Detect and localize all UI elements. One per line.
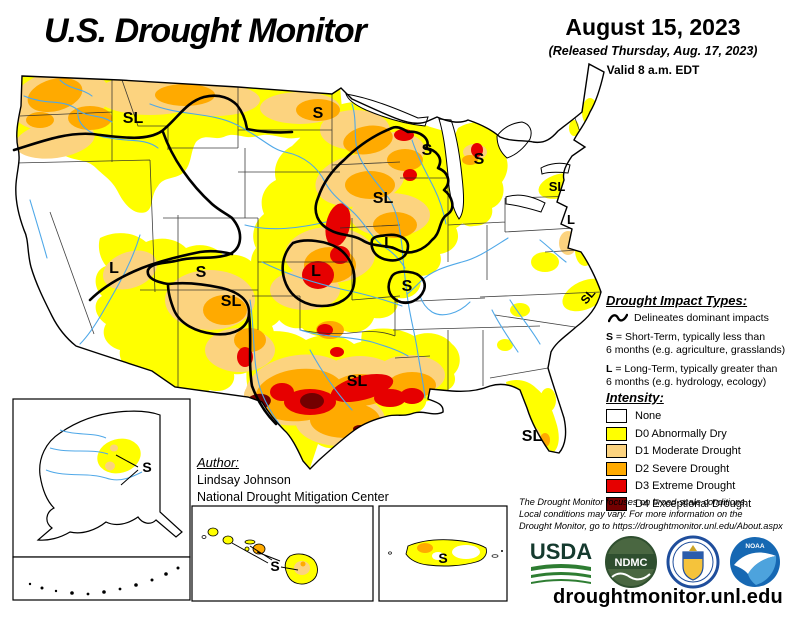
map-label-michigan: S — [474, 151, 485, 168]
author-name: Lindsay Johnson — [197, 473, 291, 487]
swatch-d3 — [606, 479, 627, 493]
map-date: August 15, 2023 — [565, 14, 741, 40]
disclaimer: The Drought Monitor focuses on broad-sca… — [519, 497, 783, 531]
delineates-label: Delineates dominant impacts — [634, 312, 769, 324]
puerto-rico-mona — [388, 551, 392, 555]
page-title: U.S. Drought Monitor — [44, 12, 367, 50]
map-date-block: August 15, 2023 (Released Thursday, Aug.… — [528, 14, 778, 77]
alaska-leader-lines — [115, 454, 139, 486]
lake-erie — [505, 194, 546, 213]
author-organization: National Drought Mitigation Center — [197, 490, 389, 504]
footer-url: droughtmonitor.unl.edu — [553, 586, 783, 608]
hawaii-big-island-d2 — [300, 561, 306, 567]
partner-logos: USDA NDMC NOAA — [526, 535, 782, 589]
map-label-missouri: L — [384, 235, 394, 252]
legend-row-d2: D2 Severe Drought — [606, 461, 798, 476]
impact-labels: SL S S S SL SL L L S SL L L S SL SL SL S… — [109, 105, 598, 574]
swatch-d1 — [606, 444, 627, 458]
alaska-d1-spot2 — [105, 461, 115, 471]
svg-text:NDMC: NDMC — [615, 557, 648, 569]
alaska-outline — [36, 410, 183, 541]
hawaii-kauai — [207, 527, 219, 537]
map-label-kansas: L — [311, 263, 321, 280]
map-label-arizona-newmexico: SL — [221, 293, 242, 310]
hawaii-maui — [252, 543, 266, 555]
map-label-florida: SL — [522, 428, 543, 445]
map-label-texas: SL — [347, 373, 368, 390]
legend-row-d1: D1 Moderate Drought — [606, 444, 798, 458]
puerto-rico-none-area2 — [432, 552, 444, 560]
swatch-none — [606, 409, 627, 423]
short-term-definition: S = Short-Term, typically less than 6 mo… — [606, 331, 786, 356]
usda-logo: USDA — [530, 539, 592, 584]
alaska-rivers — [45, 429, 143, 481]
lake-superior — [345, 93, 429, 127]
lake-ontario — [540, 162, 571, 175]
puerto-rico-d2-area — [417, 543, 433, 553]
lake-michigan — [438, 118, 465, 220]
inset-hawaii — [191, 505, 374, 602]
impact-delineation-lines — [12, 94, 454, 426]
map-label-arkansas: S — [402, 278, 413, 295]
inset-alaska — [12, 398, 191, 601]
legend-row-d4: D4 Exceptional Drought — [606, 496, 798, 511]
d3-layer — [237, 129, 483, 415]
svg-text:USDA: USDA — [530, 539, 592, 564]
legend-row-d0: D0 Abnormally Dry — [606, 426, 798, 441]
svg-text:NOAA: NOAA — [745, 543, 764, 550]
impact-legend: Drought Impact Types: Delineates dominan… — [606, 293, 798, 395]
puerto-rico-vieques — [491, 554, 499, 558]
hawaii-leader-lines — [231, 542, 299, 571]
map-label-nevada: L — [109, 260, 119, 277]
legend-row-d3: D3 Extreme Drought — [606, 479, 798, 493]
map-label-pnw: SL — [123, 110, 144, 127]
hawaii-oahu — [222, 535, 234, 545]
map-label-northdakota: S — [313, 105, 324, 122]
hawaii-big-island-d1 — [294, 561, 310, 575]
map-label-pennsylvania: L — [567, 212, 575, 227]
map-label-iowa: SL — [373, 190, 394, 207]
impact-legend-heading: Drought Impact Types: — [606, 293, 748, 308]
map-label-puertorico: S — [438, 550, 447, 566]
swatch-d0 — [606, 426, 627, 441]
puerto-rico-culebra — [501, 550, 503, 552]
ndmc-logo: NDMC — [605, 536, 657, 588]
noaa-logo: NOAA — [730, 537, 780, 587]
intensity-legend-heading: Intensity: — [606, 390, 664, 405]
delineation-squiggle-icon — [608, 313, 628, 323]
map-label-wisconsin: S — [422, 142, 433, 159]
alaska-d1-spot — [110, 444, 118, 452]
swatch-d4 — [606, 496, 627, 511]
aleutian-islands — [28, 566, 180, 596]
author-heading: Author: — [197, 455, 239, 470]
commerce-logo — [666, 535, 720, 589]
hawaii-molokai — [244, 539, 256, 545]
map-label-utah-arizona: S — [196, 264, 207, 281]
inset-puerto-rico — [378, 505, 508, 602]
valid-time: Valid 8 a.m. EDT — [606, 63, 700, 77]
legend-row-none: None — [606, 409, 798, 423]
author-block: Author: Lindsay Johnson National Drought… — [197, 455, 389, 504]
intensity-legend: Intensity: None D0 Abnormally Dry D1 Mod… — [606, 390, 798, 514]
map-label-alaska: S — [142, 459, 151, 475]
puerto-rico-none-area — [452, 545, 480, 559]
hawaii-niihau — [201, 535, 207, 539]
map-label-newyork: SL — [549, 179, 566, 194]
map-label-hawaii: S — [270, 558, 279, 574]
long-term-definition: L = Long-Term, typically greater than 6 … — [606, 363, 778, 388]
swatch-d2 — [606, 461, 627, 476]
release-date: (Released Thursday, Aug. 17, 2023) — [548, 44, 758, 58]
